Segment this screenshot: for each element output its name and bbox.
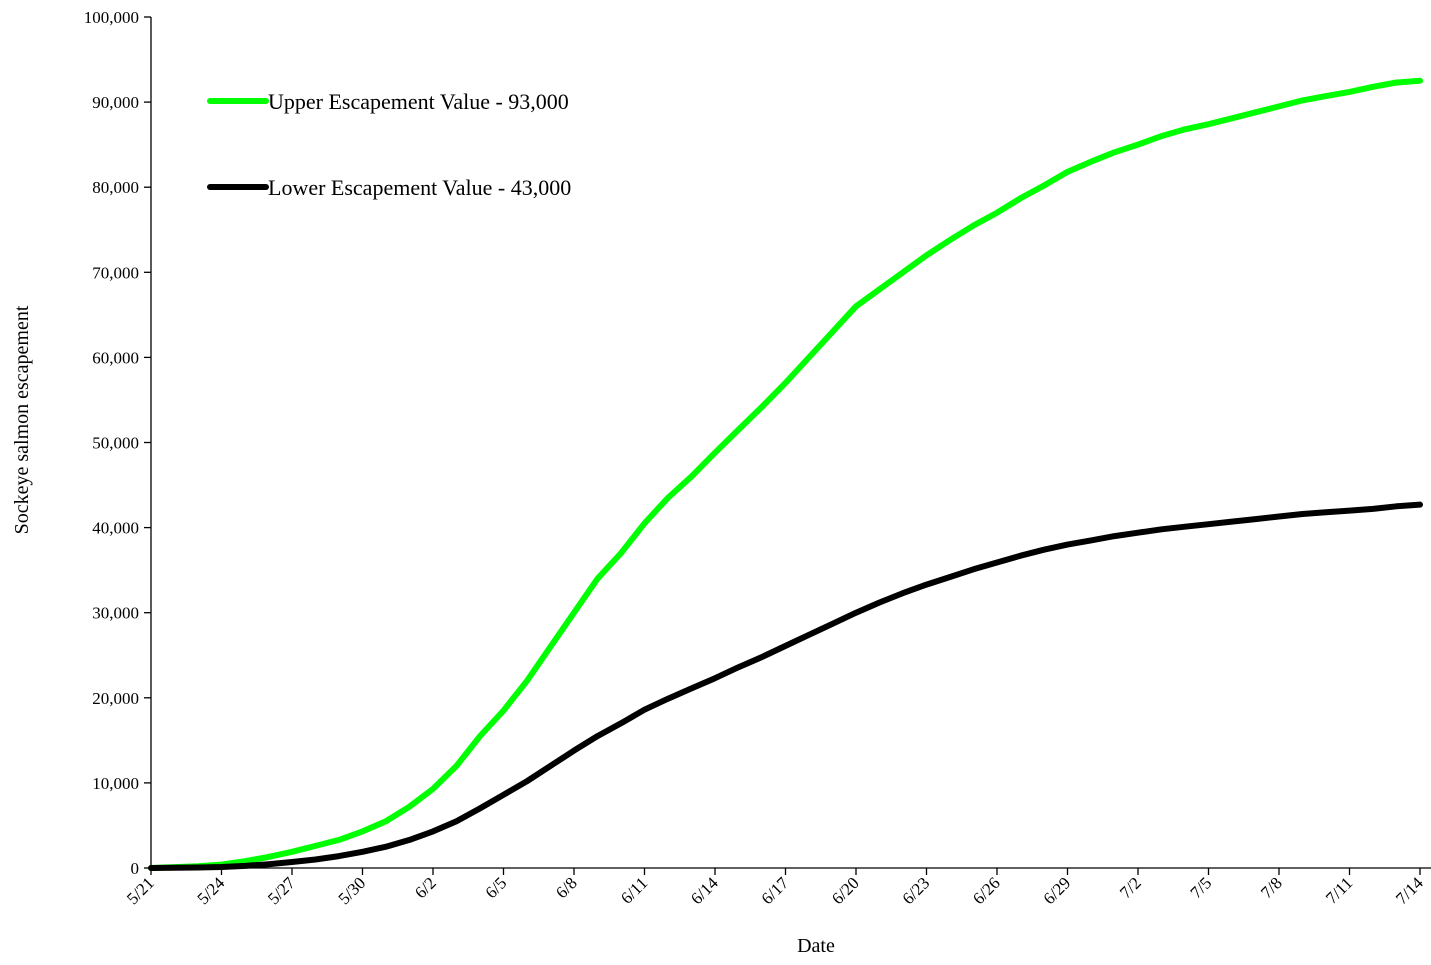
legend-label: Lower Escapement Value - 43,000	[268, 175, 571, 200]
legend-label: Upper Escapement Value - 93,000	[268, 89, 569, 114]
y-tick-label: 0	[131, 859, 140, 878]
x-tick-label: 6/8	[552, 873, 581, 902]
x-tick-label: 6/2	[411, 873, 440, 902]
y-tick-label: 60,000	[92, 348, 139, 367]
y-tick-label: 100,000	[84, 8, 139, 27]
x-tick-label: 6/17	[758, 873, 793, 908]
x-tick-label: 6/14	[687, 873, 722, 908]
x-axis-title: Date	[797, 935, 835, 957]
y-tick-label: 20,000	[92, 689, 139, 708]
x-tick-label: 5/21	[123, 873, 158, 908]
axes: 0 10,000 20,000 30,000 40,000 50,000 60,000 70,…	[84, 8, 1431, 908]
x-tick-label: 7/2	[1116, 873, 1145, 902]
x-tick-label: 7/14	[1392, 873, 1427, 908]
y-tick-label: 50,000	[92, 434, 139, 453]
y-tick-label: 10,000	[92, 774, 139, 793]
x-tick-label: 6/11	[617, 873, 651, 907]
x-tick-label: 6/23	[899, 873, 934, 908]
y-tick-label: 90,000	[92, 93, 139, 112]
x-tick-label: 5/30	[335, 873, 370, 908]
y-tick-label: 80,000	[92, 178, 139, 197]
y-tick-label: 30,000	[92, 604, 139, 623]
x-tick-label: 7/8	[1257, 873, 1286, 902]
y-axis-title: Sockeye salmon escapement	[11, 305, 33, 534]
series-lines	[148, 77, 1423, 871]
legend: Upper Escapement Value - 93,000 Lower Esc…	[207, 89, 571, 200]
x-tick-label: 5/24	[194, 873, 229, 908]
lower-escapement-line	[148, 501, 1423, 871]
x-tick-label: 6/20	[828, 873, 863, 908]
x-tick-label: 6/26	[969, 873, 1004, 908]
x-tick-label: 5/27	[264, 873, 299, 908]
y-tick-label: 40,000	[92, 519, 139, 538]
y-tick-label: 70,000	[92, 263, 139, 282]
x-tick-label: 6/5	[482, 873, 511, 902]
x-tick-label: 7/11	[1322, 873, 1356, 907]
x-tick-label: 7/5	[1187, 873, 1216, 902]
upper-escapement-line	[148, 77, 1423, 871]
x-tick-label: 6/29	[1040, 873, 1075, 908]
